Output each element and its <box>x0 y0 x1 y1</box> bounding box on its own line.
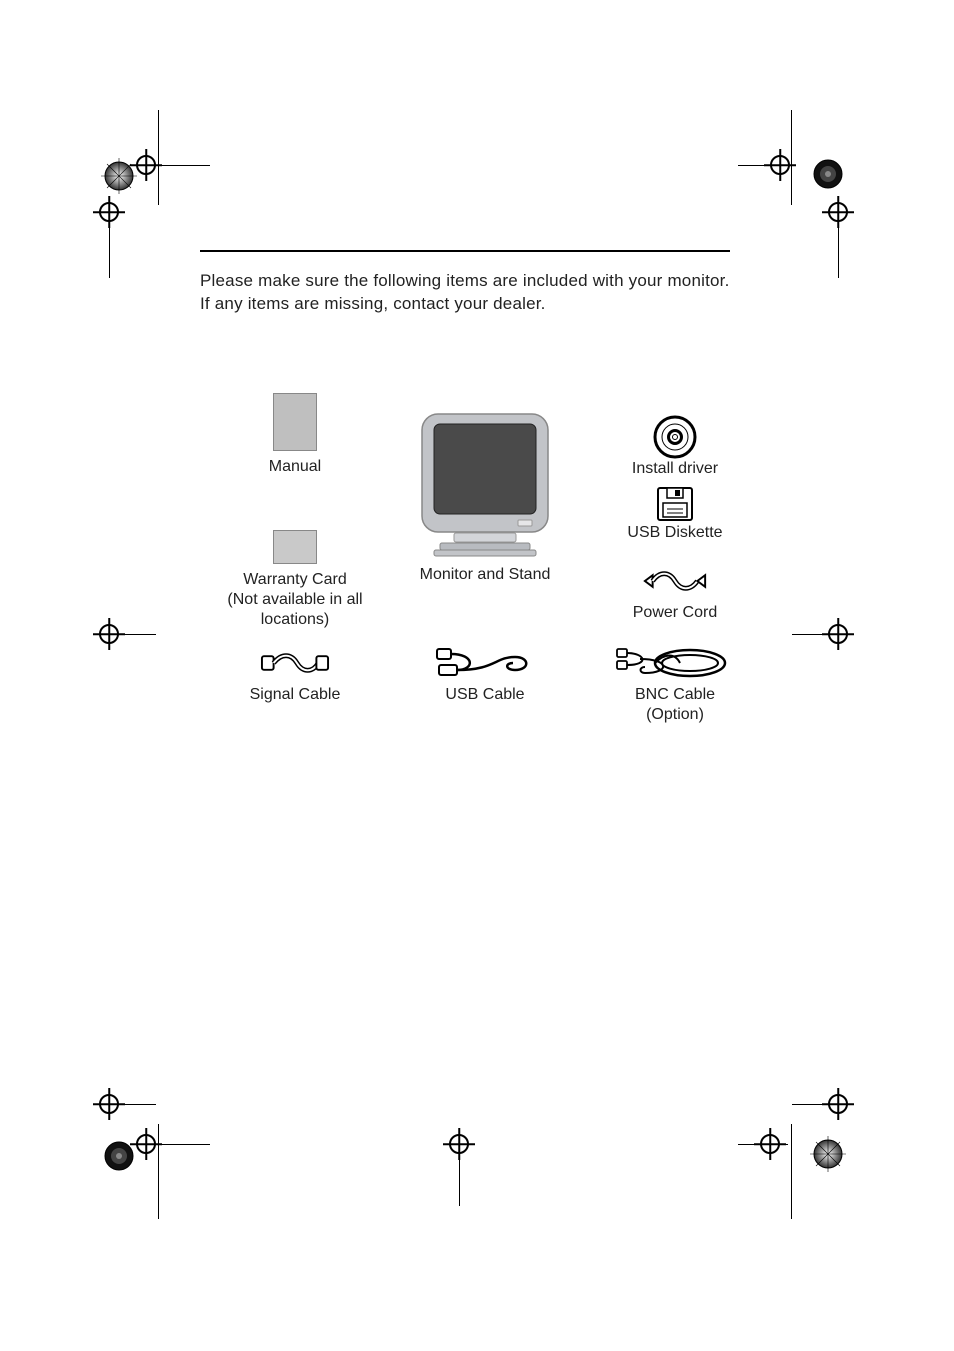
page-content: Please make sure the following items are… <box>200 250 730 316</box>
reg-line-ml-h <box>122 634 156 635</box>
warranty-note: (Not available in all locations) <box>200 590 390 630</box>
reg-mark-top-right-outer <box>808 154 848 199</box>
item-manual: Manual <box>235 393 355 477</box>
item-signal-cable: Signal Cable <box>235 647 355 705</box>
reg-line-br-h <box>738 1144 788 1145</box>
manual-label: Manual <box>235 457 355 477</box>
bnc-cable-icon <box>615 647 735 679</box>
reg-mark-bottom-right-outer <box>808 1134 848 1179</box>
install-driver-label: Install driver <box>615 459 735 479</box>
reg-crosshair-tl <box>136 155 156 175</box>
reg-crosshair-bc <box>449 1134 469 1154</box>
item-power-cord: Power Cord <box>615 565 735 623</box>
item-usb-diskette: USB Diskette <box>615 485 735 543</box>
reg-line-br-v <box>791 1124 792 1219</box>
reg-crosshair-ml <box>99 624 119 644</box>
reg-line-tr-v <box>791 110 792 205</box>
reg-line-tl-v <box>158 110 159 205</box>
usb-diskette-label: USB Diskette <box>615 523 735 543</box>
intro-paragraph: Please make sure the following items are… <box>200 270 730 316</box>
bnc-cable-label: BNC Cable <box>605 685 745 705</box>
reg-crosshair-mr <box>828 624 848 644</box>
reg-crosshair-tl2 <box>99 202 119 222</box>
manual-icon <box>273 393 317 451</box>
items-area: Manual Warranty Card (Not available in a… <box>195 385 745 725</box>
reg-line-tl2-v <box>109 224 110 278</box>
signal-cable-icon <box>260 647 330 679</box>
warranty-icon <box>273 530 317 564</box>
usb-cable-icon <box>435 647 535 679</box>
cd-icon <box>653 415 697 459</box>
item-monitor: Monitor and Stand <box>395 410 575 585</box>
section-rule <box>200 250 730 252</box>
power-cord-label: Power Cord <box>615 603 735 623</box>
item-bnc-cable: BNC Cable (Option) <box>605 647 745 725</box>
diskette-icon <box>655 485 695 523</box>
reg-crosshair-lml <box>99 1094 119 1114</box>
reg-line-lml-h <box>122 1104 156 1105</box>
reg-line-tl-h <box>160 165 210 166</box>
warranty-label: Warranty Card <box>200 570 390 590</box>
reg-crosshair-lmr <box>828 1094 848 1114</box>
reg-line-tr-h <box>738 165 788 166</box>
reg-line-bl-h <box>160 1144 210 1145</box>
signal-cable-label: Signal Cable <box>235 685 355 705</box>
reg-line-mr-h <box>792 634 826 635</box>
power-cord-icon <box>640 565 710 597</box>
reg-crosshair-tr2 <box>828 202 848 222</box>
reg-crosshair-bl <box>136 1134 156 1154</box>
bnc-cable-note: (Option) <box>605 705 745 725</box>
reg-line-tr2-v <box>838 224 839 278</box>
usb-cable-label: USB Cable <box>415 685 555 705</box>
reg-line-lmr-h <box>792 1104 826 1105</box>
monitor-label: Monitor and Stand <box>395 565 575 585</box>
item-install-driver: Install driver <box>615 415 735 479</box>
reg-mark-top-left-outer <box>99 156 139 201</box>
reg-line-bl-v <box>158 1124 159 1219</box>
reg-line-bc-v <box>459 1156 460 1206</box>
monitor-icon <box>410 410 560 560</box>
item-usb-cable: USB Cable <box>415 647 555 705</box>
item-warranty: Warranty Card (Not available in all loca… <box>200 530 390 630</box>
